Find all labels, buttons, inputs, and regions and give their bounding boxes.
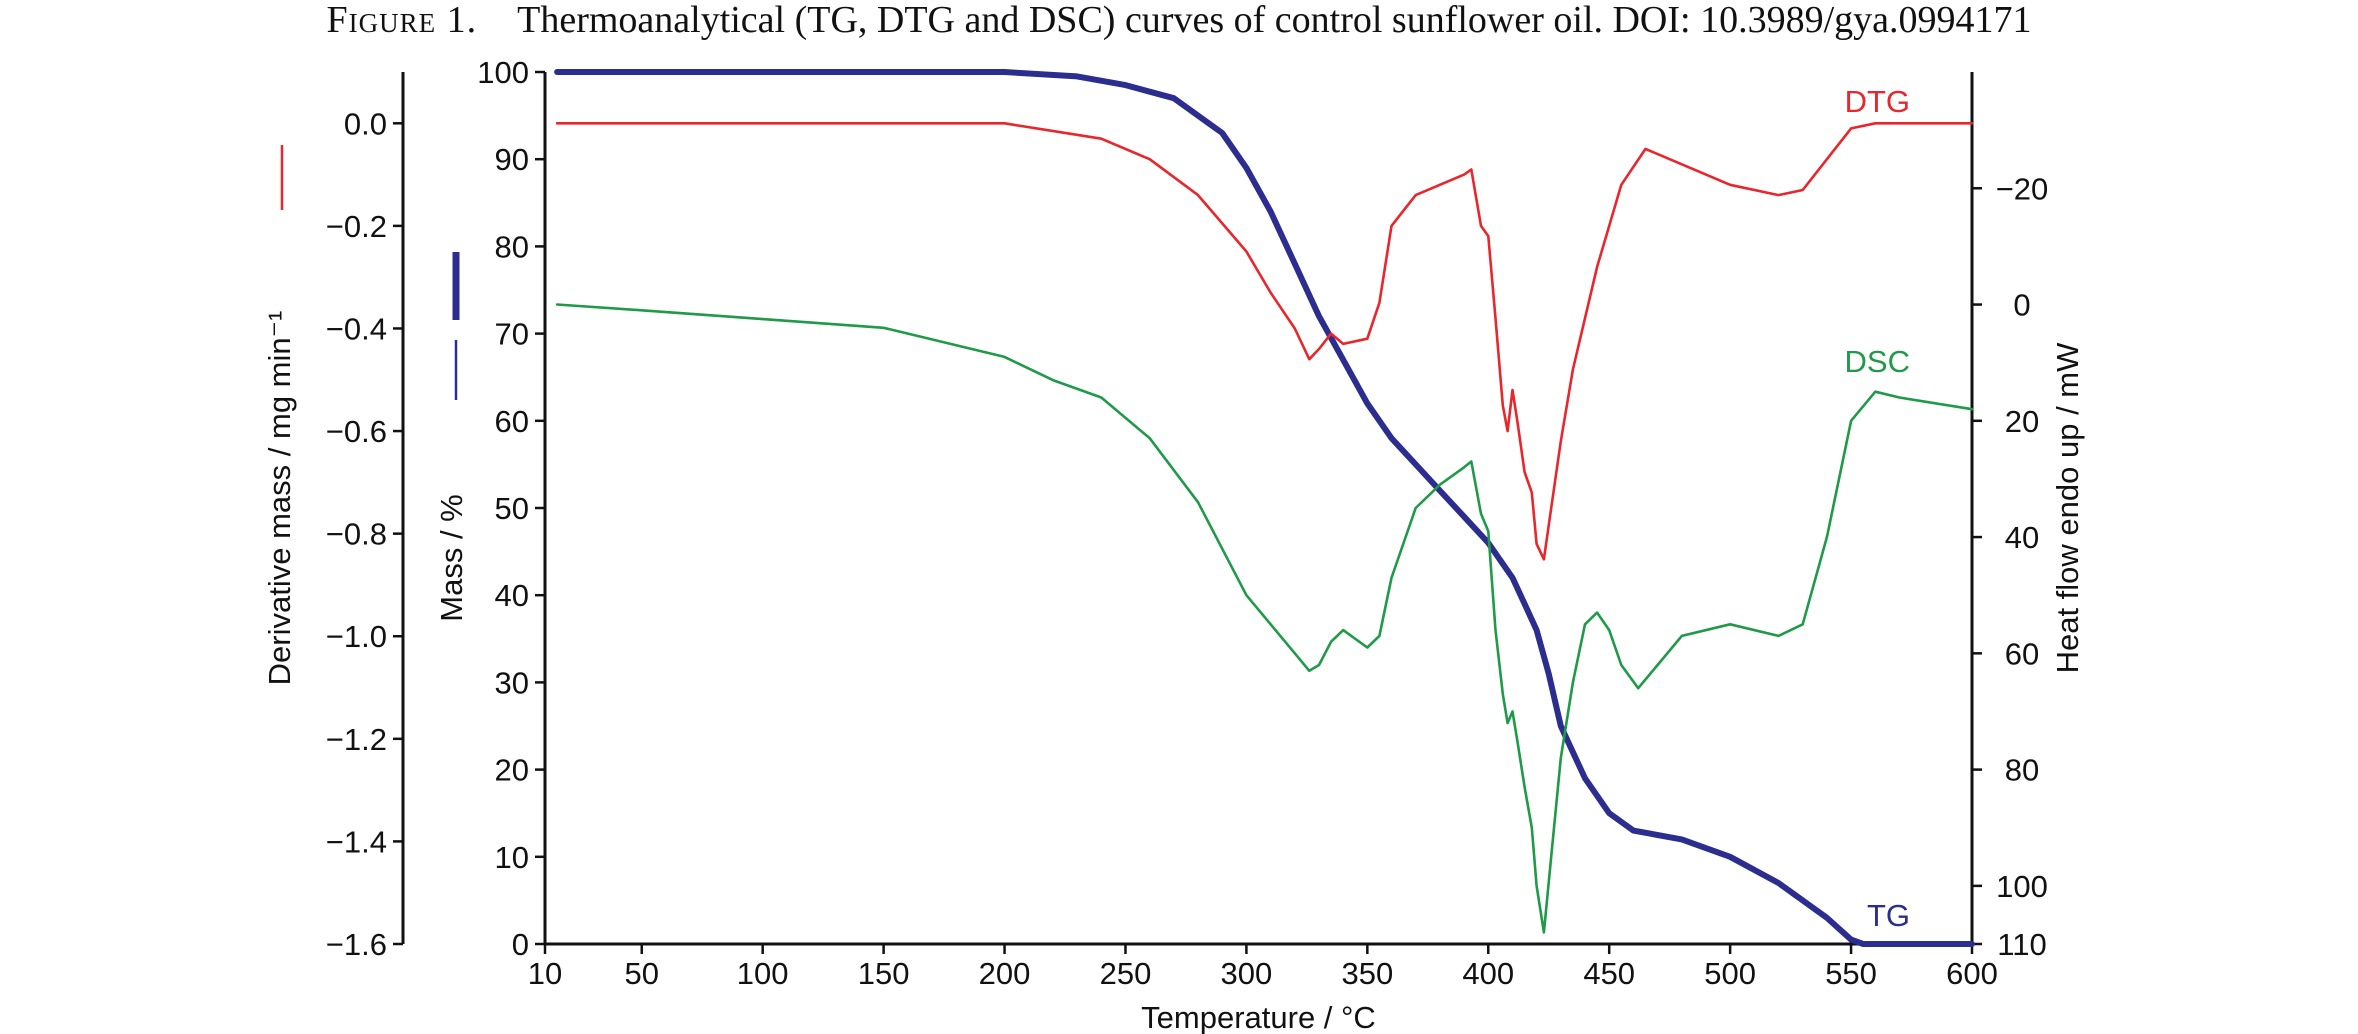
derivative-tick-label: −1.0	[326, 619, 387, 654]
derivative-tick-label: −0.8	[326, 517, 387, 552]
heat-flow-axis-title: Heat flow endo up / mW	[2050, 342, 2085, 674]
dsc-curve-label: DSC	[1845, 344, 1910, 379]
heat-flow-tick-label: 80	[2005, 753, 2039, 788]
labels-layer: TG DTG DSC	[1845, 84, 1910, 933]
derivative-tick-label: −0.4	[326, 311, 387, 346]
dtg-curve-label: DTG	[1845, 84, 1910, 119]
mass-tick-label: 50	[495, 491, 529, 526]
derivative-tick-label: 0.0	[344, 106, 387, 141]
mass-tick-label: 90	[495, 142, 529, 177]
x-tick-label: 200	[979, 956, 1031, 991]
figure-label: Figure 1.	[326, 0, 478, 41]
heat-flow-tick-label: 0	[2013, 288, 2030, 323]
mass-axis-title: Mass / %	[434, 494, 469, 621]
derivative-tick-label: −0.6	[326, 414, 387, 449]
x-tick-label: 500	[1704, 956, 1756, 991]
tg-curve	[554, 69, 1975, 947]
heat-flow-tick-label: −20	[1996, 171, 2049, 206]
mass-tick-label: 30	[495, 665, 529, 700]
dsc-curve	[555, 303, 1974, 934]
mass-tick-label: 100	[477, 55, 529, 90]
x-tick-label: 100	[737, 956, 789, 991]
mass-tick-label: 60	[495, 404, 529, 439]
x-tick-label: 450	[1583, 956, 1635, 991]
x-tick-label: 550	[1825, 956, 1877, 991]
x-tick-label: 350	[1341, 956, 1393, 991]
axes-layer: 10 50 100 150 200 250 300 350 400 450 500 550 600Tem…	[262, 55, 2085, 1034]
heat-flow-tick-label: 100	[1996, 869, 2048, 904]
dtg-curve	[555, 122, 1974, 561]
mass-tick-label: 40	[495, 578, 529, 613]
x-tick-label: 600	[1946, 956, 1998, 991]
x-tick-label: 10	[528, 956, 562, 991]
derivative-tick-label: −0.2	[326, 209, 387, 244]
heat-flow-tick-label: 110	[1997, 927, 2046, 962]
heat-flow-tick-label: 40	[2005, 520, 2039, 555]
mass-tick-label: 10	[495, 840, 529, 875]
mass-tick-label: 20	[495, 753, 529, 788]
mass-tick-label: 70	[495, 317, 529, 352]
mass-tick-label: 0	[512, 927, 529, 962]
tg-curve-label: TG	[1867, 898, 1910, 933]
figure-caption: Figure 1. Thermoanalytical (TG, DTG and D…	[0, 0, 2358, 40]
derivative-axis-title: Derivative mass / mg min⁻¹	[262, 311, 297, 686]
x-axis-title: Temperature / °C	[1141, 1000, 1376, 1034]
heat-flow-tick-label: 60	[2005, 636, 2039, 671]
x-tick-label: 150	[858, 956, 910, 991]
x-tick-label: 250	[1100, 956, 1152, 991]
mass-tick-label: 80	[495, 229, 529, 264]
x-tick-label: 400	[1462, 956, 1514, 991]
x-tick-label: 50	[625, 956, 659, 991]
figure-caption-text: Thermoanalytical (TG, DTG and DSC) curve…	[517, 0, 2032, 41]
derivative-tick-label: −1.2	[326, 722, 387, 757]
derivative-tick-label: −1.6	[326, 927, 387, 962]
x-tick-label: 300	[1221, 956, 1273, 991]
derivative-tick-label: −1.4	[326, 824, 387, 859]
heat-flow-tick-label: 20	[2005, 404, 2039, 439]
curves-layer	[554, 69, 1975, 947]
